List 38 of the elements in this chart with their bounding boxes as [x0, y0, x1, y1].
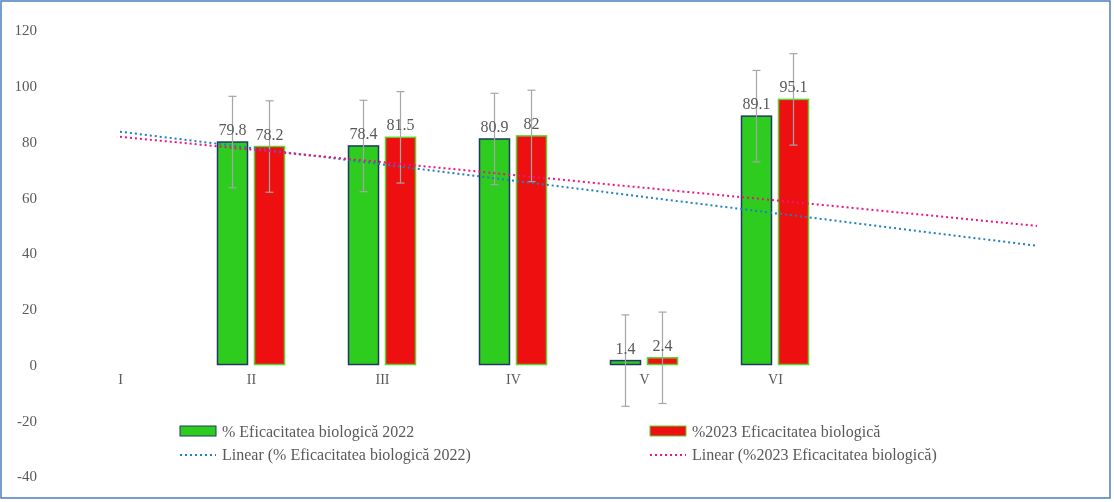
y-tick-label: 100 — [14, 78, 37, 95]
bar — [347, 145, 380, 366]
x-tick-label: VI — [768, 372, 784, 388]
data-label: 89.1 — [742, 95, 771, 113]
legend-label: Linear (%2023 Eficacitatea biologică) — [692, 446, 937, 464]
bar — [216, 141, 249, 366]
x-tick-label: V — [639, 372, 650, 388]
bar — [646, 357, 679, 366]
data-label: 80.9 — [480, 117, 509, 135]
data-label: 78.2 — [255, 125, 284, 143]
y-tick-label: -20 — [17, 412, 37, 429]
bar — [515, 135, 548, 366]
y-tick-label: 120 — [14, 22, 37, 39]
data-label: 2.4 — [652, 336, 673, 354]
data-label: 95.1 — [779, 78, 808, 96]
y-tick-label: 80 — [22, 133, 37, 150]
x-tick-label: I — [118, 372, 124, 388]
y-tick-label: 40 — [22, 245, 37, 262]
bar — [384, 136, 417, 366]
legend-label: %2023 Eficacitatea biologică — [692, 423, 881, 441]
data-label: 78.4 — [349, 124, 378, 142]
y-tick-label: -40 — [17, 468, 37, 485]
bar — [740, 115, 773, 366]
y-tick-label: 60 — [22, 189, 37, 206]
legend-label: Linear (% Eficacitatea biologică 2022) — [222, 446, 471, 464]
data-label: 81.5 — [386, 116, 415, 134]
data-label: 79.8 — [218, 121, 247, 139]
x-tick-label: II — [246, 372, 257, 388]
bar — [777, 98, 810, 366]
y-tick-label: 20 — [22, 301, 37, 318]
x-tick-label: IV — [506, 372, 521, 388]
x-tick-label: III — [375, 372, 390, 388]
data-label: 1.4 — [615, 339, 636, 357]
data-label: 82 — [523, 114, 540, 132]
y-tick-label: 0 — [29, 356, 37, 373]
bar — [478, 138, 511, 366]
bar — [253, 145, 286, 366]
legend-label: % Eficacitatea biologică 2022 — [222, 423, 415, 441]
